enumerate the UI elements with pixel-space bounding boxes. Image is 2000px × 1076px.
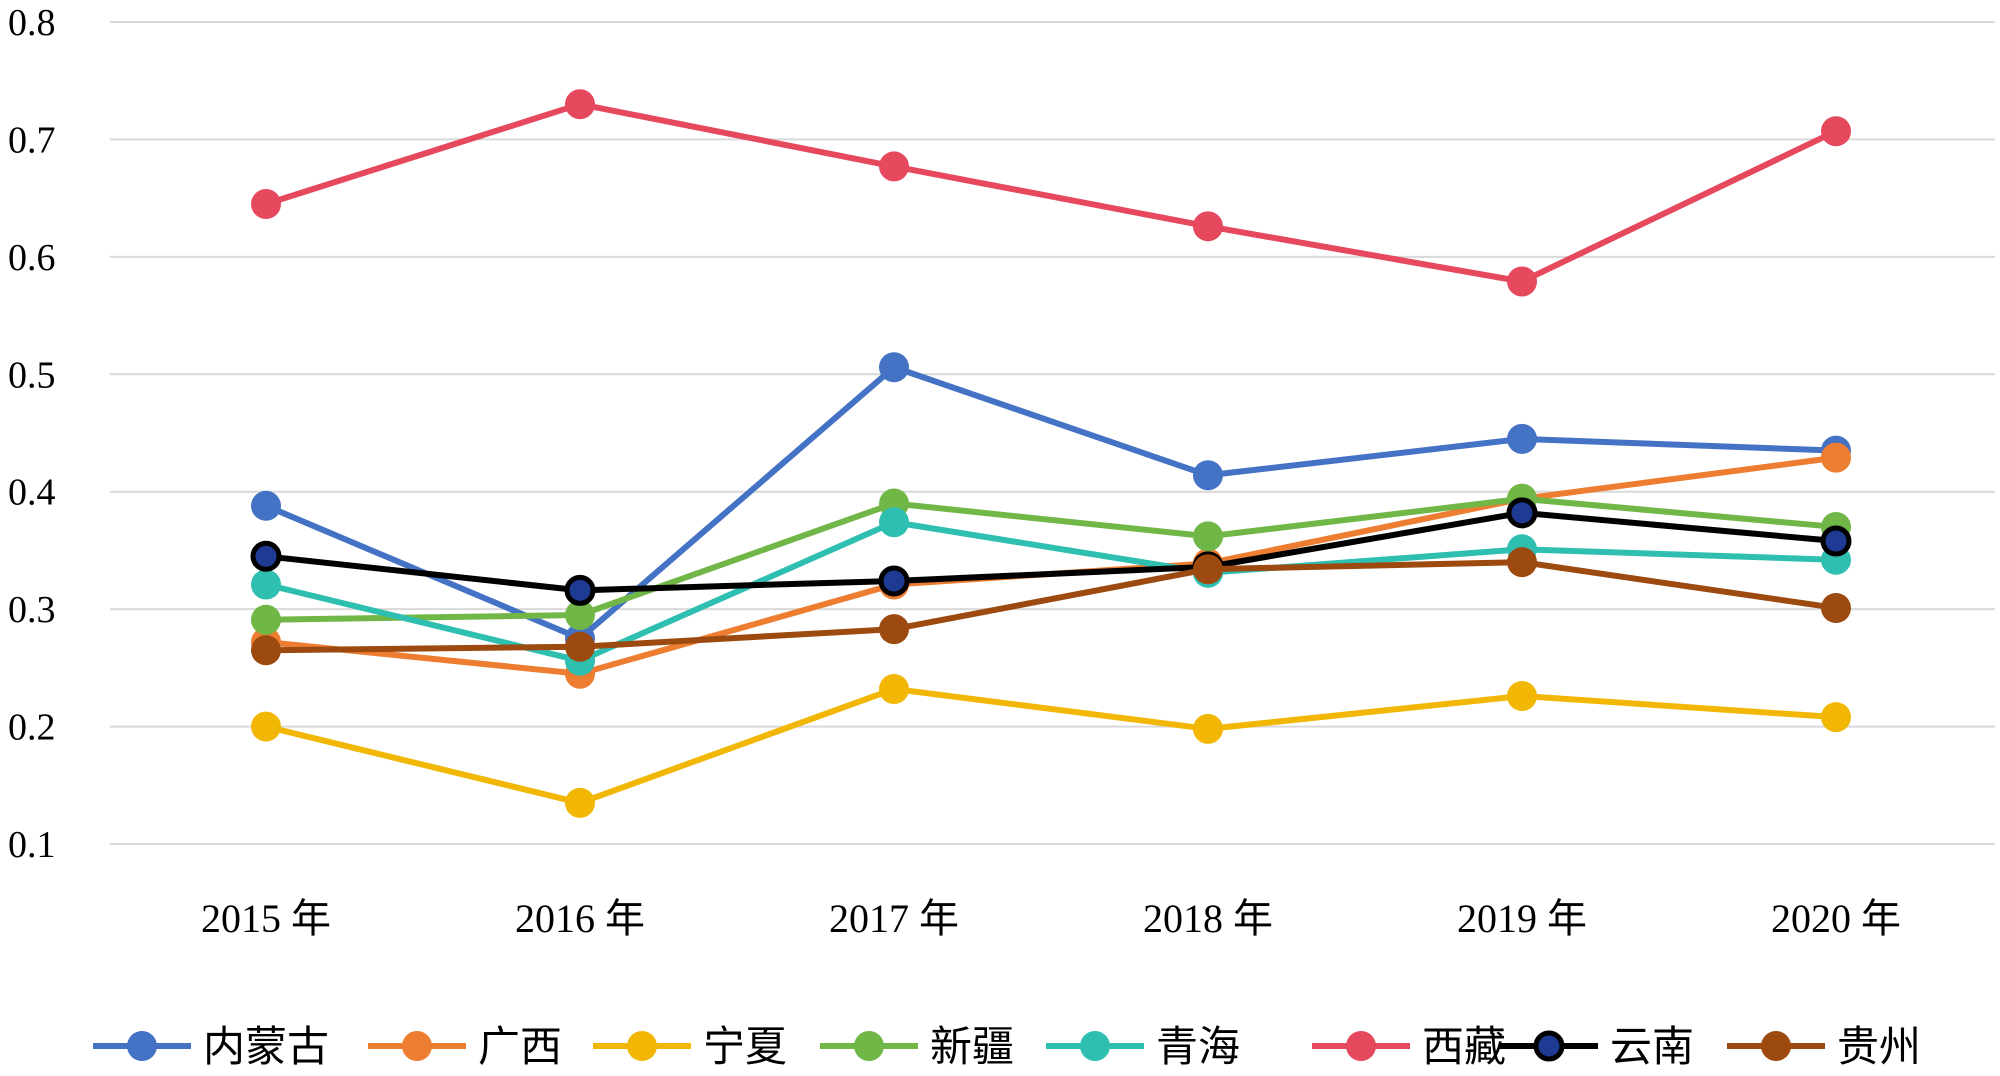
data-point	[1506, 497, 1538, 529]
legend-item: 宁夏	[593, 1025, 787, 1071]
legend-label: 广西	[478, 1025, 562, 1071]
legend-swatch-marker	[627, 1031, 657, 1061]
legend-item: 贵州	[1727, 1025, 1921, 1071]
x-axis: 2015 年 2016 年 2017 年 2018 年 2019 年 2020 年	[201, 896, 1901, 941]
series-line	[263, 559, 1839, 654]
x-tick-label: 2017 年	[829, 896, 959, 941]
legend-item: 广西	[368, 1025, 562, 1071]
series-8	[251, 547, 1851, 666]
data-point	[1821, 702, 1851, 733]
series-3	[251, 673, 1851, 818]
series-6	[251, 89, 1851, 297]
data-point	[1821, 592, 1851, 623]
legend-item: 云南	[1500, 1025, 1694, 1071]
data-point	[1193, 460, 1223, 491]
series-line	[263, 101, 1839, 285]
legend-swatch-marker	[1761, 1031, 1791, 1061]
x-tick-label: 2016 年	[515, 896, 645, 941]
legend-swatch-marker	[854, 1031, 884, 1061]
data-point	[251, 711, 281, 742]
y-tick-label: 0.7	[8, 119, 56, 161]
legend-label: 西藏	[1422, 1025, 1506, 1071]
y-tick-label: 0.1	[8, 824, 56, 866]
plot-area	[250, 89, 1852, 818]
legend-swatch-marker	[1533, 1030, 1565, 1062]
series-7	[250, 497, 1852, 606]
y-tick-label: 0.8	[8, 2, 56, 44]
series-line	[263, 495, 1839, 623]
x-tick-label: 2020 年	[1771, 896, 1901, 941]
legend-item: 内蒙古	[93, 1025, 329, 1071]
legend-label: 青海	[1156, 1025, 1240, 1071]
data-point	[250, 540, 282, 572]
x-tick-label: 2018 年	[1143, 896, 1273, 941]
data-point	[879, 673, 909, 704]
legend-swatch-marker	[1346, 1031, 1376, 1061]
y-tick-label: 0.2	[8, 707, 56, 749]
series-line	[263, 685, 1839, 806]
legend-label: 新疆	[930, 1025, 1014, 1071]
data-point	[565, 89, 595, 120]
series-line	[263, 519, 1839, 664]
legend-item: 西藏	[1312, 1025, 1506, 1071]
data-point	[251, 189, 281, 220]
y-axis: 0.1 0.2 0.3 0.4 0.5 0.6 0.7 0.8	[8, 2, 56, 866]
data-point	[1507, 547, 1537, 578]
data-point	[1193, 713, 1223, 744]
legend-label: 宁夏	[703, 1025, 787, 1071]
gridlines	[110, 21, 1995, 845]
data-point	[1507, 681, 1537, 712]
y-tick-label: 0.3	[8, 589, 56, 631]
data-point	[879, 614, 909, 645]
data-point	[1193, 211, 1223, 242]
legend-label: 云南	[1610, 1025, 1694, 1071]
legend-label: 内蒙古	[203, 1025, 329, 1071]
legend-item: 新疆	[820, 1025, 1014, 1071]
y-tick-label: 0.4	[8, 472, 56, 514]
data-point	[564, 574, 596, 606]
data-point	[251, 635, 281, 666]
data-point	[1821, 442, 1851, 473]
y-tick-label: 0.5	[8, 354, 56, 396]
legend-label: 贵州	[1837, 1025, 1921, 1071]
data-point	[1821, 116, 1851, 147]
y-tick-label: 0.6	[8, 237, 56, 279]
data-point	[565, 787, 595, 818]
data-point	[1193, 521, 1223, 552]
legend-swatch-marker	[127, 1031, 157, 1061]
legend-swatch-marker	[402, 1031, 432, 1061]
legend-swatch-marker	[1080, 1031, 1110, 1061]
data-point	[251, 604, 281, 635]
data-point	[879, 352, 909, 383]
x-tick-label: 2019 年	[1457, 896, 1587, 941]
series-2	[251, 442, 1851, 689]
series-4	[251, 483, 1851, 635]
series-line	[263, 509, 1839, 594]
legend-item: 青海	[1046, 1025, 1240, 1071]
data-point	[565, 631, 595, 662]
data-point	[251, 569, 281, 600]
data-point	[878, 565, 910, 597]
data-point	[1193, 554, 1223, 585]
legend: 内蒙古 广西 宁夏 新疆 青海 西藏 云南 贵州	[93, 1025, 1921, 1071]
data-point	[251, 490, 281, 521]
data-point	[1507, 266, 1537, 297]
data-point	[879, 151, 909, 182]
data-point	[1820, 525, 1852, 557]
data-point	[565, 600, 595, 631]
x-tick-label: 2015 年	[201, 896, 331, 941]
data-point	[879, 507, 909, 538]
data-point	[1507, 423, 1537, 454]
